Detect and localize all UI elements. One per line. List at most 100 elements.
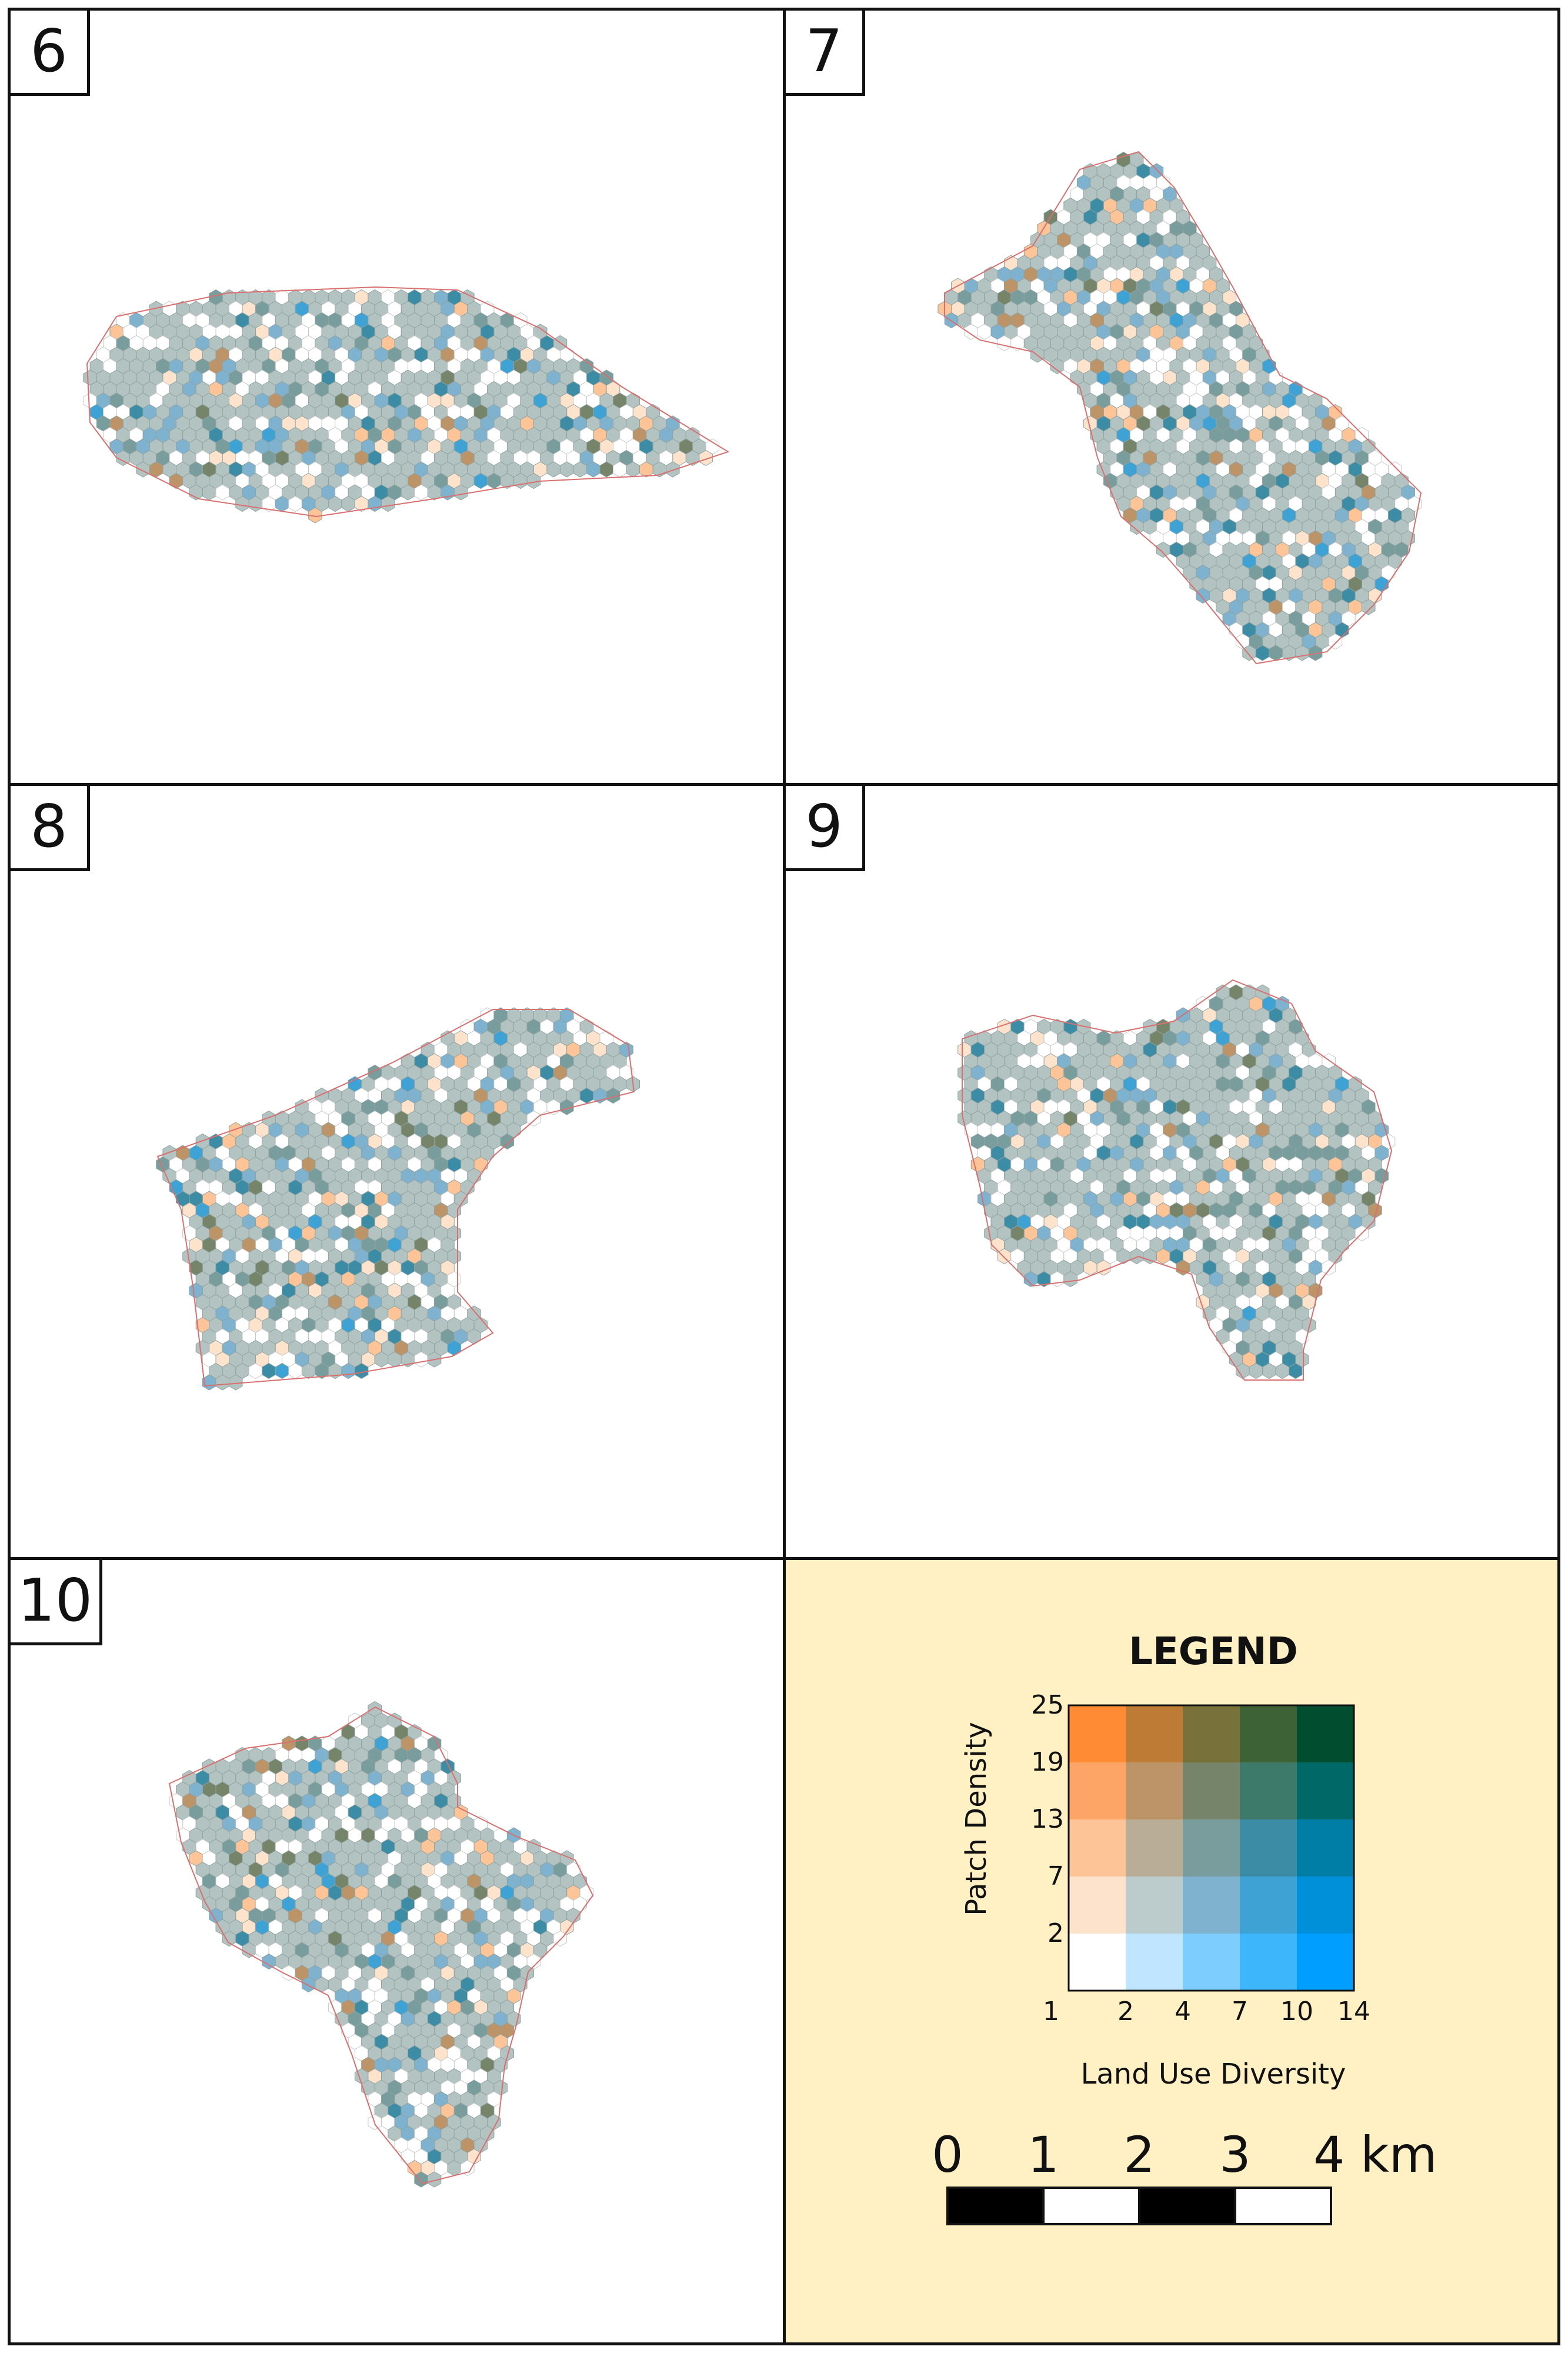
district-boundary xyxy=(962,979,1393,1381)
hexagon-cell xyxy=(1362,599,1376,615)
hexagon-cell xyxy=(526,472,541,489)
hexagon-grid xyxy=(958,984,1396,1379)
hexagon-cell xyxy=(308,507,322,524)
scale-bar-label: 0 xyxy=(932,2126,963,2184)
scale-bar-segment xyxy=(946,2187,1045,2225)
map-panel-10: 10 xyxy=(8,1557,789,2345)
y-axis-label: Patch Density xyxy=(960,1722,993,1916)
legend-color-cell xyxy=(1126,1705,1183,1762)
hexagon-cell xyxy=(381,495,395,512)
legend-color-cell xyxy=(1183,1705,1240,1762)
hexagon-cell xyxy=(500,1133,515,1150)
x-tick-label: 2 xyxy=(1117,1997,1134,2027)
legend-grid-border xyxy=(1067,1704,1355,1992)
legend-color-cell xyxy=(1240,1819,1297,1877)
legend-color-cell xyxy=(1297,1934,1354,1991)
x-tick-label: 7 xyxy=(1232,1997,1248,2027)
legend-color-cell xyxy=(1126,1877,1183,1934)
hexagon-cell xyxy=(666,461,680,478)
hexagon-cell xyxy=(461,2159,475,2177)
hexagon-grid xyxy=(169,1701,594,2188)
map-panel-6: 6 xyxy=(8,8,789,789)
hexagon-grid xyxy=(938,151,1422,661)
map-panel-9: 9 xyxy=(783,783,1560,1563)
legend-color-cell xyxy=(1069,1877,1126,1934)
district-boundary xyxy=(944,151,1422,665)
legend-color-cell xyxy=(1126,1934,1183,1991)
hexagon-cell xyxy=(1308,645,1323,661)
district-boundary xyxy=(168,1706,594,2185)
map-panel-8: 8 xyxy=(8,783,789,1563)
panel-label-6: 6 xyxy=(11,11,90,96)
legend-color-cell xyxy=(1183,1762,1240,1819)
legend-color-cell xyxy=(1069,1819,1126,1877)
y-tick-label: 2 xyxy=(1047,1918,1064,1948)
district-map-7 xyxy=(938,151,1422,665)
x-axis-label: Land Use Diversity xyxy=(1081,2058,1346,2091)
scale-bar-label: 2 xyxy=(1123,2126,1155,2184)
legend-color-cell xyxy=(1297,1877,1354,1934)
legend-color-cell xyxy=(1183,1934,1240,1991)
y-tick-label: 25 xyxy=(1031,1690,1064,1720)
x-tick-label: 1 xyxy=(1043,1997,1059,2027)
hexagon-cell xyxy=(1289,1362,1303,1379)
y-tick-label: 7 xyxy=(1047,1861,1064,1891)
y-tick-label: 19 xyxy=(1031,1747,1064,1777)
scale-bar-label: 1 xyxy=(1027,2126,1059,2184)
x-tick-label: 10 xyxy=(1280,1997,1313,2027)
scale-bar-segment xyxy=(1234,2187,1332,2225)
legend-title: LEGEND xyxy=(1129,1630,1297,1674)
district-map-6 xyxy=(83,286,730,524)
legend-color-cell xyxy=(1126,1819,1183,1877)
scale-bar-segment xyxy=(1042,2187,1140,2225)
panel-label-7: 7 xyxy=(786,11,865,96)
legend-color-cell xyxy=(1297,1819,1354,1877)
panel-label-9: 9 xyxy=(786,786,865,871)
legend-color-cell xyxy=(1240,1877,1297,1934)
patch-density-ticks: 25 19 13 7 2 xyxy=(1031,1690,1064,1948)
legend-color-cell xyxy=(1240,1705,1297,1762)
hexagon-grid xyxy=(83,289,720,524)
panel-label-10: 10 xyxy=(11,1560,103,1645)
hexagon-cell xyxy=(1322,1259,1336,1276)
legend-color-cell xyxy=(1126,1762,1183,1819)
x-tick-label: 14 xyxy=(1337,1997,1370,2027)
hexagon-cell xyxy=(453,484,468,501)
district-boundary xyxy=(156,1009,635,1387)
scale-bar-label: 3 xyxy=(1219,2126,1250,2184)
district-boundary xyxy=(86,286,730,518)
district-map-8 xyxy=(156,1007,640,1391)
legend-color-cell xyxy=(1297,1762,1354,1819)
hexagon-cell xyxy=(1063,1271,1077,1288)
hexagon-cell xyxy=(526,1110,541,1127)
land-use-diversity-ticks: 1 2 4 7 10 14 xyxy=(1043,1997,1370,2027)
legend-color-cell xyxy=(1183,1819,1240,1877)
district-map-10 xyxy=(168,1701,594,2188)
legend-color-cell xyxy=(1069,1762,1126,1819)
hexagon-cell xyxy=(354,1362,369,1379)
hexagon-cell xyxy=(229,1374,243,1391)
panel-label-8: 8 xyxy=(11,786,90,871)
bivariate-color-grid xyxy=(1067,1704,1355,1992)
hexagon-cell xyxy=(1328,633,1343,650)
scale-bar-labels: 0 1 2 3 4 km xyxy=(932,2126,1437,2184)
legend-color-cell xyxy=(1240,1934,1297,1991)
map-panel-7: 7 xyxy=(783,8,1560,789)
district-map-9 xyxy=(958,979,1396,1381)
legend-color-cell xyxy=(1069,1705,1126,1762)
scale-bar xyxy=(946,2187,1332,2225)
y-tick-label: 13 xyxy=(1031,1804,1064,1834)
legend-color-cell xyxy=(1297,1705,1354,1762)
hexagon-grid xyxy=(156,1007,640,1391)
legend-color-cell xyxy=(1240,1762,1297,1819)
legend-color-cell xyxy=(1069,1934,1126,1991)
legend-panel: LEGEND 25 19 13 7 2 1 2 4 7 10 14 Patch Density L… xyxy=(783,1557,1560,2345)
hexagon-cell xyxy=(559,1099,574,1115)
scale-bar-label: 4 km xyxy=(1313,2126,1437,2184)
hexagon-cell xyxy=(427,2171,442,2188)
x-tick-label: 4 xyxy=(1175,1997,1191,2027)
scale-bar-segment xyxy=(1138,2187,1236,2225)
legend-color-cell xyxy=(1183,1877,1240,1934)
